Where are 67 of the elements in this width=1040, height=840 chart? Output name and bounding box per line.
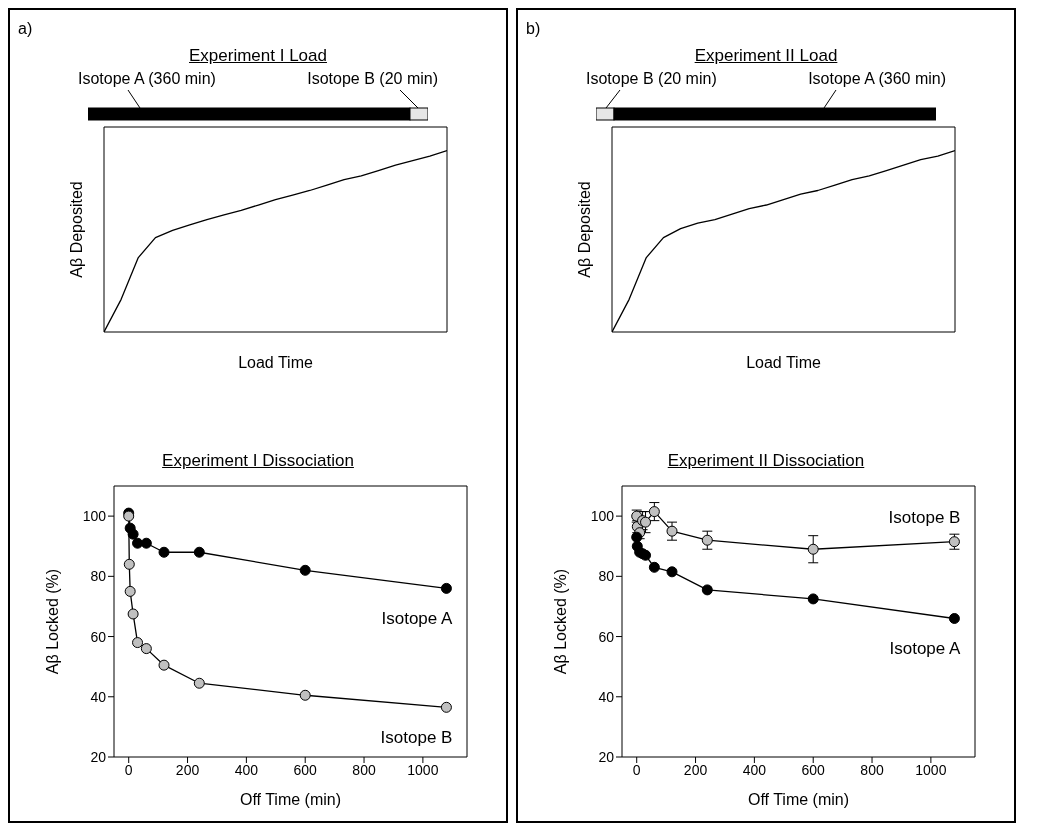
x-axis-title: Off Time (min) <box>747 791 850 808</box>
point <box>127 608 139 620</box>
point <box>948 612 960 624</box>
series-label: Isotope A <box>381 608 454 628</box>
text: Isotope A (360 min) <box>808 70 946 88</box>
y-axis-title: Aβ Deposited <box>575 181 593 278</box>
point <box>701 584 713 596</box>
x-axis-title: Load Time <box>746 354 821 371</box>
point <box>193 546 205 558</box>
point <box>193 677 205 689</box>
x-tick-label: 0 <box>632 761 641 778</box>
y-tick-label: 60 <box>598 628 615 645</box>
x-tick-label: 400 <box>742 761 767 778</box>
text: Isotope B (20 min) <box>307 70 438 88</box>
x-axis-title: Load Time <box>238 354 313 371</box>
chart-title: Experiment I Load <box>189 46 327 65</box>
point <box>140 537 152 549</box>
y-axis-title: Aβ Locked (%) <box>43 568 61 675</box>
y-axis-title: Aβ Deposited <box>67 181 85 278</box>
y-tick-label: 100 <box>82 508 107 525</box>
y-tick-label: 40 <box>598 688 615 705</box>
y-tick-label: 80 <box>598 568 615 585</box>
x-tick-label: 1000 <box>407 761 439 778</box>
point <box>701 534 713 546</box>
y-axis-title: Aβ Locked (%) <box>551 568 569 675</box>
point <box>648 506 660 518</box>
y-tick-label: 20 <box>90 748 107 765</box>
series-label: Isotope A <box>889 638 962 658</box>
point <box>140 643 152 655</box>
x-tick-label: 1000 <box>915 761 947 778</box>
x-tick-label: 800 <box>352 761 376 778</box>
point <box>440 582 452 594</box>
chart-title: Experiment I Dissociation <box>161 451 355 471</box>
x-tick-label: 400 <box>234 761 259 778</box>
x-tick-label: 600 <box>293 761 318 778</box>
point <box>648 561 660 573</box>
point <box>132 637 144 649</box>
point <box>158 546 170 558</box>
text: Isotope A (360 min) <box>78 70 216 88</box>
point <box>124 585 136 597</box>
y-tick-label: 60 <box>90 628 107 645</box>
series-label: Isotope B <box>380 727 453 747</box>
point <box>666 566 678 578</box>
x-tick-label: 600 <box>801 761 826 778</box>
text: Isotope B (20 min) <box>586 70 717 88</box>
point <box>299 689 311 701</box>
text: b) <box>526 20 541 38</box>
x-tick-label: 200 <box>175 761 200 778</box>
point <box>158 659 170 671</box>
x-tick-label: 800 <box>860 761 884 778</box>
chart-title: Experiment II Dissociation <box>666 451 866 471</box>
y-tick-label: 20 <box>598 748 615 765</box>
y-tick-label: 80 <box>90 568 107 585</box>
y-tick-label: 100 <box>590 508 615 525</box>
point <box>299 564 311 576</box>
point <box>807 593 819 605</box>
x-tick-label: 0 <box>124 761 133 778</box>
series-label: Isotope B <box>888 508 961 528</box>
point <box>123 558 135 570</box>
x-tick-label: 200 <box>683 761 708 778</box>
text: a) <box>18 20 33 38</box>
x-axis-title: Off Time (min) <box>239 791 342 808</box>
point <box>666 525 678 537</box>
point <box>440 701 452 713</box>
point <box>807 543 819 555</box>
chart-title: Experiment II Load <box>694 46 838 65</box>
y-tick-label: 40 <box>90 688 107 705</box>
